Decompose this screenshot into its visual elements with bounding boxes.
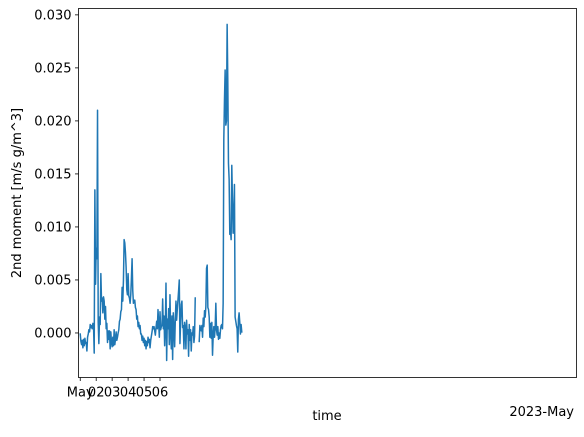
x-tick-label: 06: [152, 386, 169, 401]
y-tick-label: 0.020: [34, 114, 71, 129]
x-tick-label: May: [67, 386, 94, 401]
x-axis-offset-label: 2023-May: [509, 405, 574, 420]
y-tick-label: 0.015: [34, 167, 71, 182]
y-tick-label: 0.005: [34, 273, 71, 288]
y-axis-label: 2nd moment [m/s g/m^3]: [10, 108, 25, 278]
y-tick-label: 0.010: [34, 220, 71, 235]
y-tick-label: 0.030: [34, 8, 71, 23]
series-line-segment-1: [79, 109, 196, 362]
x-tick-label: 05: [136, 386, 153, 401]
x-tick-label: 02: [88, 386, 105, 401]
x-tick-label: 03: [104, 386, 121, 401]
y-tick-label: 0.000: [34, 326, 71, 341]
x-tick-label: 04: [120, 386, 137, 401]
x-axis-label: time: [312, 409, 341, 424]
plot-frame: [78, 8, 577, 378]
y-tick-label: 0.025: [34, 61, 71, 76]
series-line-segment-2: [198, 23, 243, 356]
